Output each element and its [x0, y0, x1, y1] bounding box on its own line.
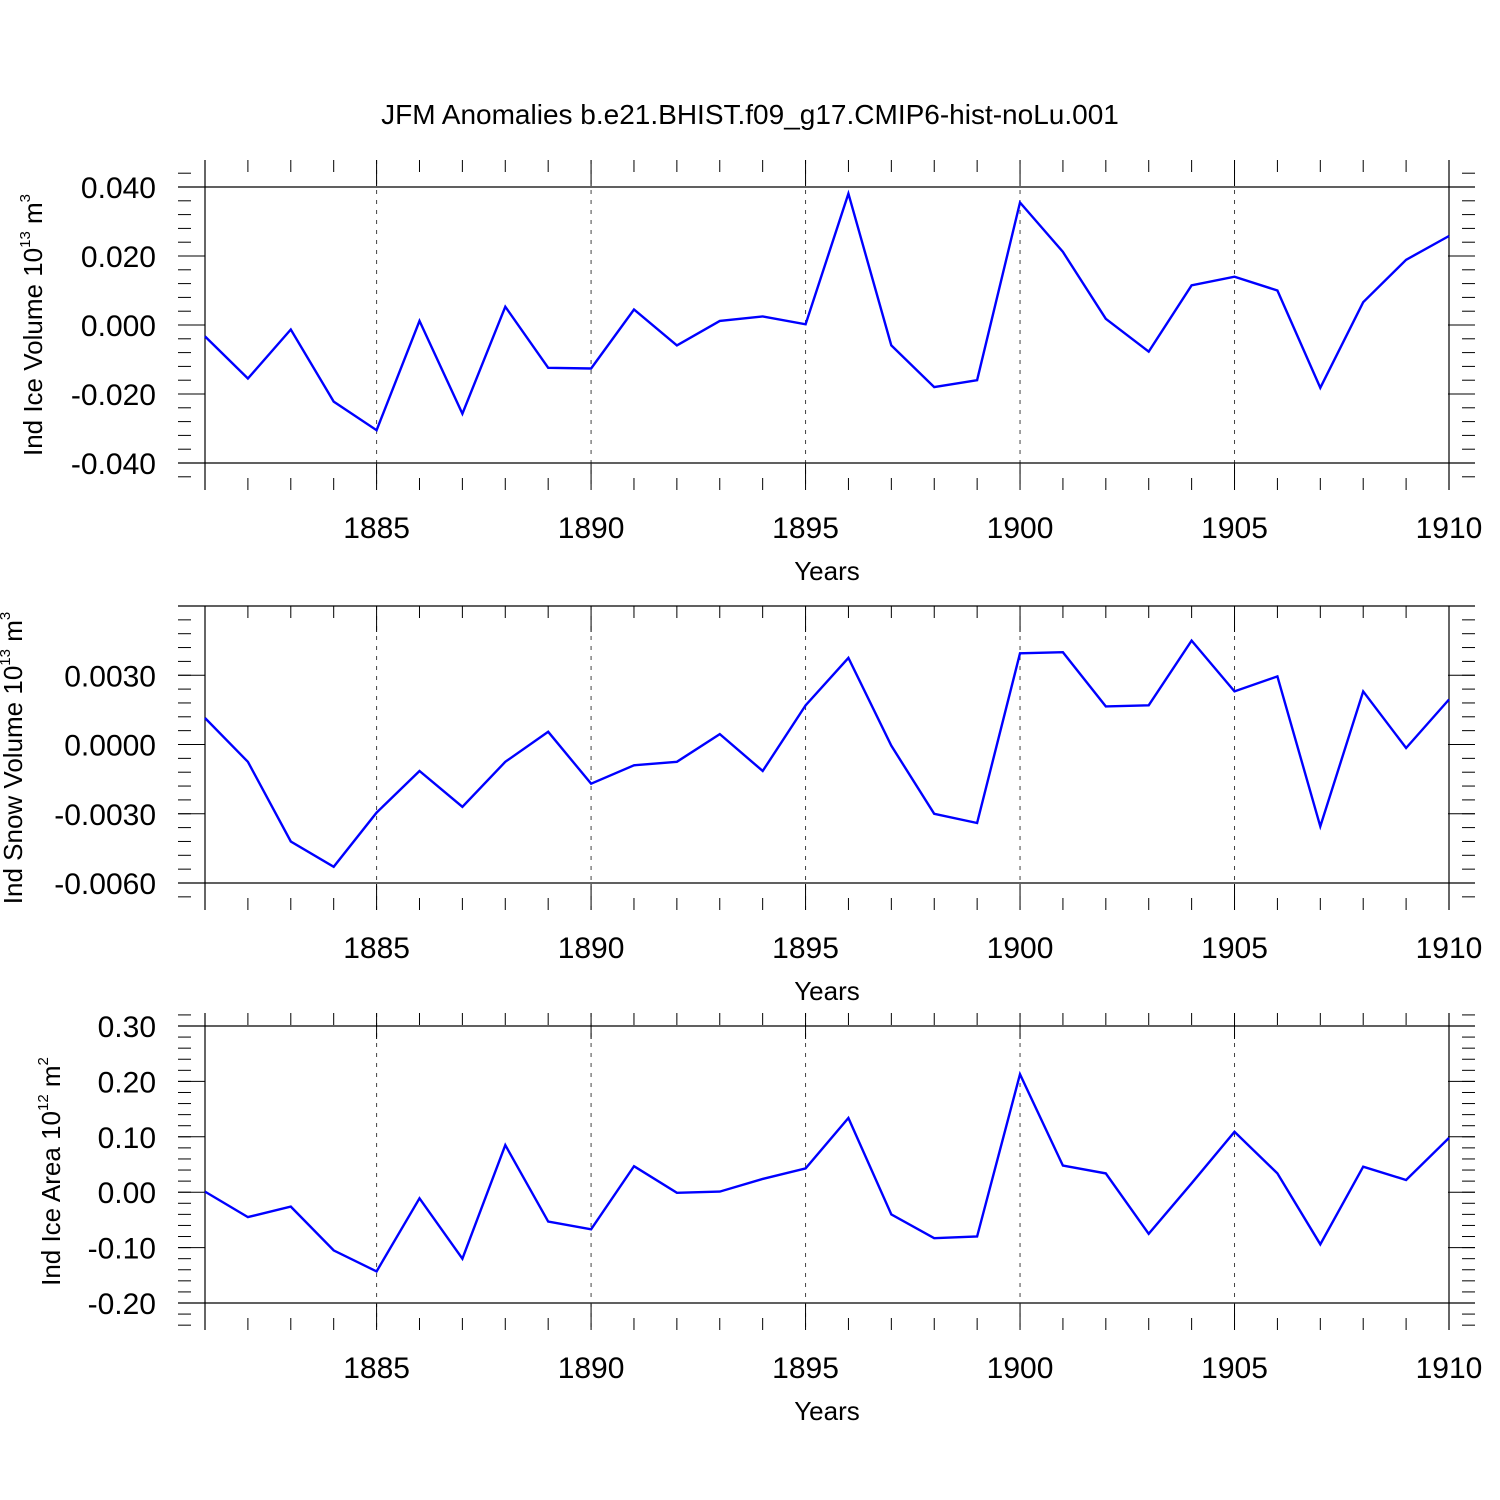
x-tick-label: 1900 — [987, 512, 1054, 545]
y-axis-label: Ind Snow Volume 1013 m3 — [0, 612, 28, 904]
y-tick-label: -0.0060 — [54, 868, 156, 901]
y-axis-label: Ind Ice Area 1012 m2 — [35, 1057, 66, 1286]
x-tick-label: 1885 — [343, 1352, 410, 1385]
y-tick-label: 0.040 — [81, 172, 156, 205]
x-axis-label: Years — [794, 556, 860, 586]
x-tick-label: 1885 — [343, 512, 410, 545]
y-tick-label: 0.0030 — [64, 660, 156, 693]
y-tick-label: 0.30 — [98, 1011, 156, 1044]
y-tick-label: -0.040 — [71, 448, 156, 481]
y-axis-label: Ind Ice Volume 1013 m3 — [17, 194, 48, 456]
chart-panel-3: -0.20 -0.10 0.00 0.10 0.20 0.30 1885 1890 1895 19… — [35, 1011, 1482, 1426]
chart-panel-1: -0.040 -0.020 0.000 0.020 0.040 1885 1890 1895 1… — [17, 160, 1482, 586]
x-axis-label: Years — [794, 1396, 860, 1426]
x-tick-label: 1910 — [1416, 512, 1483, 545]
x-axis-label: Years — [794, 976, 860, 1006]
x-tick-label: 1895 — [772, 932, 839, 965]
x-tick-label: 1900 — [987, 932, 1054, 965]
y-tick-label: 0.0000 — [64, 730, 156, 763]
series-line — [204, 638, 1450, 869]
x-tick-label: 1905 — [1201, 932, 1268, 965]
y-tick-label: -0.020 — [71, 379, 156, 412]
x-tick-label: 1890 — [558, 932, 625, 965]
x-tick-label: 1910 — [1416, 1352, 1483, 1385]
chart-panels: -0.040 -0.020 0.000 0.020 0.040 1885 1890 1895 1… — [0, 160, 1482, 1426]
series-line — [204, 189, 1450, 433]
y-tick-label: 0.00 — [98, 1177, 156, 1210]
x-tick-label: 1895 — [772, 512, 839, 545]
x-tick-label: 1890 — [558, 1352, 625, 1385]
x-tick-label: 1900 — [987, 1352, 1054, 1385]
chart-title: JFM Anomalies b.e21.BHIST.f09_g17.CMIP6-… — [381, 99, 1119, 130]
x-tick-label: 1905 — [1201, 512, 1268, 545]
y-tick-label: 0.10 — [98, 1122, 156, 1155]
y-tick-label: 0.020 — [81, 241, 156, 274]
y-tick-label: 0.000 — [81, 310, 156, 343]
y-tick-label: -0.10 — [88, 1233, 156, 1266]
chart-panel-2: -0.0060 -0.0030 0.0000 0.0030 1885 1890 1895 19… — [0, 605, 1483, 1006]
x-tick-label: 1895 — [772, 1352, 839, 1385]
x-tick-label: 1910 — [1416, 932, 1483, 965]
y-tick-label: -0.20 — [88, 1288, 156, 1321]
x-tick-label: 1905 — [1201, 1352, 1268, 1385]
y-tick-label: -0.0030 — [54, 799, 156, 832]
x-tick-label: 1885 — [343, 932, 410, 965]
y-tick-label: 0.20 — [98, 1066, 156, 1099]
x-tick-label: 1890 — [558, 512, 625, 545]
series-line — [204, 1070, 1450, 1273]
